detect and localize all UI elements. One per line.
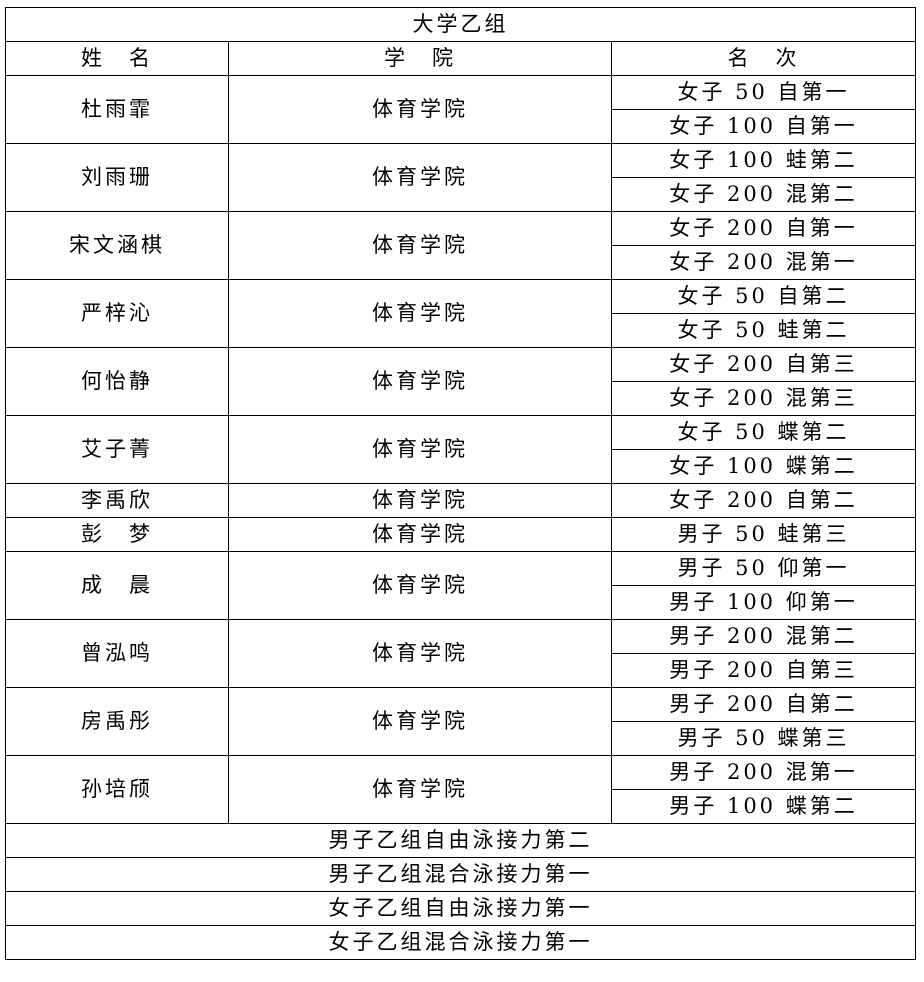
- table-row: 严梓沁 体育学院 女子 50 自第二: [5, 279, 917, 348]
- table-row: 女子 100 自第一: [6, 109, 917, 144]
- athlete-college: 体育学院: [228, 755, 612, 824]
- table-row: 男子 100 仰第一: [6, 585, 917, 620]
- athlete-result: 女子 200 自第二: [610, 483, 917, 518]
- relay-row: 女子乙组自由泳接力第一: [4, 891, 917, 926]
- athlete-result: 女子 50 自第一: [610, 75, 917, 110]
- athlete-result: 男子 200 自第二: [610, 687, 917, 722]
- athlete-college: 体育学院: [228, 279, 612, 348]
- table-row: 李禹欣 体育学院 女子 200 自第二: [5, 483, 917, 518]
- athlete-result: 男子 50 蛙第三: [610, 517, 917, 552]
- table-row: 艾子菁 体育学院 女子 50 蝶第二: [5, 415, 917, 484]
- athlete-college: 体育学院: [228, 415, 612, 484]
- title-row: 大学乙组: [4, 7, 917, 42]
- table-row: 女子 100 蝶第二: [6, 449, 917, 484]
- athlete-name: 艾子菁: [5, 415, 229, 484]
- table-title: 大学乙组: [4, 7, 917, 42]
- table-row: 男子 200 自第三: [6, 653, 917, 688]
- athlete-name: 何怡静: [5, 347, 229, 416]
- athlete-result: 女子 50 蝶第二: [610, 415, 917, 450]
- table-row: 女子 200 混第二: [6, 177, 917, 212]
- athlete-result: 女子 200 混第三: [610, 381, 917, 416]
- table-row: 曾泓鸣 体育学院 男子 200 混第二: [5, 619, 917, 688]
- athlete-name: 孙培颀: [5, 755, 229, 824]
- athlete-result: 男子 100 蝶第二: [610, 789, 917, 824]
- table-row: 男子 50 蝶第三: [6, 721, 917, 756]
- relay-result: 女子乙组混合泳接力第一: [4, 925, 917, 960]
- table-row: 彭 梦体育学院 男子 50 蛙第三: [5, 517, 917, 552]
- table-row: 杜雨霏 体育学院 女子 50 自第一: [5, 75, 917, 144]
- relay-result: 男子乙组混合泳接力第一: [4, 857, 917, 892]
- athlete-result: 男子 50 仰第一: [610, 551, 917, 586]
- results-table: 大学乙组 姓 名 学 院 名 次 杜雨霏 体育学院 女子 50 自第一 女子 100 …: [4, 7, 917, 960]
- table-row: 男子 100 蝶第二: [6, 789, 917, 824]
- athlete-name: 彭 梦: [5, 517, 229, 552]
- athlete-name: 刘雨珊: [5, 143, 229, 212]
- table-row: 何怡静 体育学院 女子 200 自第三: [5, 347, 917, 416]
- athlete-result: 女子 100 蝶第二: [610, 449, 917, 484]
- athlete-result: 女子 200 混第二: [610, 177, 917, 212]
- athlete-name: 李禹欣: [5, 483, 229, 518]
- athlete-college: 体育学院: [228, 483, 612, 518]
- relay-result: 女子乙组自由泳接力第一: [4, 891, 917, 926]
- athlete-name: 房禹彤: [5, 687, 229, 756]
- relay-result: 男子乙组自由泳接力第二: [4, 823, 917, 858]
- header-row: 姓 名 学 院 名 次: [5, 41, 917, 76]
- athlete-name: 严梓沁: [5, 279, 229, 348]
- table-row: 孙培颀 体育学院 男子 200 混第一: [5, 755, 917, 824]
- table-row: 房禹彤 体育学院 男子 200 自第二: [5, 687, 917, 756]
- athlete-result: 女子 50 蛙第二: [610, 313, 917, 348]
- athlete-result: 女子 200 自第三: [610, 347, 917, 382]
- table-row: 女子 200 混第三: [6, 381, 917, 416]
- athlete-name: 曾泓鸣: [5, 619, 229, 688]
- header-name: 姓 名: [5, 41, 229, 76]
- athlete-college: 体育学院: [228, 143, 612, 212]
- athlete-result: 女子 100 自第一: [610, 109, 917, 144]
- athlete-result: 男子 200 混第二: [610, 619, 917, 654]
- header-rank: 名 次: [610, 41, 917, 76]
- athlete-college: 体育学院: [228, 211, 612, 280]
- athlete-college: 体育学院: [228, 687, 612, 756]
- athlete-result: 男子 50 蝶第三: [610, 721, 917, 756]
- athlete-name: 宋文涵棋: [5, 211, 229, 280]
- table-row: 刘雨珊 体育学院 女子 100 蛙第二: [5, 143, 917, 212]
- athlete-college: 体育学院: [228, 619, 612, 688]
- athlete-college: 体育学院: [228, 551, 612, 620]
- athlete-name: 成 晨: [5, 551, 229, 620]
- athlete-college: 体育学院: [228, 75, 612, 144]
- athlete-college: 体育学院: [228, 517, 612, 552]
- athlete-result: 女子 100 蛙第二: [610, 143, 917, 178]
- athlete-result: 女子 200 自第一: [610, 211, 917, 246]
- athlete-name: 杜雨霏: [5, 75, 229, 144]
- table-row: 女子 200 混第一: [6, 245, 917, 280]
- table-row: 成 晨体育学院 男子 50 仰第一: [5, 551, 917, 620]
- table-row: 宋文涵棋 体育学院 女子 200 自第一: [5, 211, 917, 280]
- athlete-result: 男子 100 仰第一: [610, 585, 917, 620]
- header-college: 学 院: [228, 41, 612, 76]
- athlete-college: 体育学院: [228, 347, 612, 416]
- athlete-result: 男子 200 自第三: [610, 653, 917, 688]
- athlete-result: 女子 50 自第二: [610, 279, 917, 314]
- relay-row: 男子乙组自由泳接力第二: [4, 823, 917, 858]
- relay-row: 男子乙组混合泳接力第一: [4, 857, 917, 892]
- athlete-result: 男子 200 混第一: [610, 755, 917, 790]
- relay-row: 女子乙组混合泳接力第一: [4, 925, 917, 960]
- athlete-result: 女子 200 混第一: [610, 245, 917, 280]
